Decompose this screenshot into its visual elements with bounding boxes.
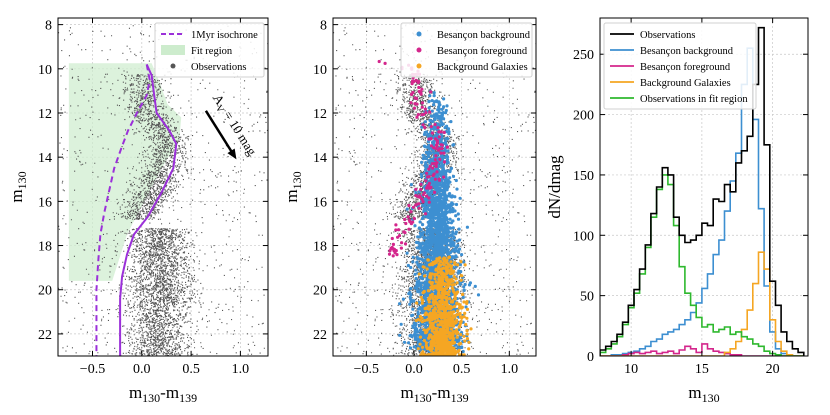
x-tick-label: 15 [695,362,709,377]
y-tick-label: 0 [587,350,594,365]
histogram-besan-on-foreground [600,343,804,356]
legend-swatch [161,45,185,55]
legend-swatch [170,63,176,69]
axis-labels: m130 dN/dmag [545,155,720,405]
histogram-observations [600,26,805,356]
isochrone-dashed-line [95,64,151,356]
legend: Observations Besançon background Besançon … [603,22,757,110]
y-tick-label: 250 [573,48,594,63]
y-tick-label: 10 [313,63,327,78]
legend-label: Background Galaxies [437,62,528,73]
y-tick-label: 20 [313,284,327,299]
foreground-dots [377,59,450,258]
x-tick-label: 0.5 [453,362,471,377]
x-tick-label: 0.5 [182,362,200,377]
y-tick-label: 22 [38,328,52,343]
legend-label: 1Myr isochrone [191,30,258,41]
histogram-steps [600,26,805,356]
y-tick-label: 14 [313,151,327,166]
y-tick-label: 12 [313,107,327,122]
y-tick-label: 200 [573,109,594,124]
y-tick-label: 18 [38,240,52,255]
y-tick-label: 12 [38,107,52,122]
background-dots [398,89,481,354]
y-tick-label: 14 [38,151,52,166]
y-tick-label: 18 [313,240,327,255]
axis-labels: m130-m139 m130 [7,171,197,405]
y-tick-label: 150 [573,169,594,184]
y-axis-label: dN/dmag [545,155,564,219]
legend-box [154,22,265,78]
y-tick-label: 22 [313,328,327,343]
fit-region-polygon [68,63,182,281]
y-tick-label: 16 [38,195,52,210]
y-tick-label: 8 [320,19,327,34]
x-axis-label: m130-m139 [400,383,468,405]
axes-frame [57,17,269,357]
histogram-background-galaxies [600,251,804,356]
y-tick-label: 50 [580,290,594,305]
isochrone-lines [95,63,178,356]
x-tick-label: 20 [766,362,780,377]
legend-box [400,22,533,78]
x-axis-label: m130-m139 [129,383,197,405]
ticks: −0.5 0.0 0.5 1.0 8 10 12 14 16 18 20 22 [38,18,268,377]
axes-frame [599,17,809,357]
panel-cmd-besancon: −0.5 0.0 0.5 1.0 8 10 12 14 16 18 20 22 Besançon ba… [282,17,537,405]
ticks: −0.5 0.0 0.5 1.0 8 10 12 14 16 18 20 22 [313,18,536,377]
legend-label: Observations in fit region [640,94,748,105]
arrow-shaft [204,110,234,154]
observation-points [58,25,268,356]
y-tick-label: 20 [38,284,52,299]
scatter-points [333,25,536,356]
legend: 1Myr isochrone Fit region Observations [154,22,265,78]
legend-swatch [416,63,422,69]
legend-label: Besançon foreground [437,46,528,57]
axis-labels: m130-m139 m130 [282,171,469,405]
legend-label: Fit region [191,46,233,57]
legend-box [603,22,757,110]
x-tick-label: 0.0 [405,362,423,377]
galaxy-dots [414,255,473,356]
legend-label: Besançon background [437,30,531,41]
legend-label: Observations [191,62,246,73]
legend-label: Background Galaxies [640,78,731,89]
x-tick-label: 1.0 [501,362,519,377]
panel-cmd-isochrone: AV = 10 mag −0.5 0.0 0.5 1.0810121416182022… [7,17,269,405]
y-axis-label: m130 [7,171,29,202]
observation-dots [58,25,268,356]
y-tick-label: 100 [573,229,594,244]
fit-region-area [68,63,182,281]
legend: Besançon background Besançon foreground Ba… [400,22,533,78]
legend-swatch [416,47,422,53]
y-tick-label: 8 [45,19,52,34]
x-tick-label: −0.5 [80,362,105,377]
legend-label: Observations [640,30,695,41]
legend-label: Besançon background [640,46,734,57]
arrow-head [227,148,237,160]
x-tick-label: 0.0 [133,362,151,377]
histogram-observations-in-fit-region [600,174,804,356]
isochrone-solid-line [119,63,178,356]
x-tick-label: −0.5 [354,362,379,377]
x-axis-label: m130 [688,383,719,405]
legend-label: Besançon foreground [640,62,731,73]
axes-frame [332,17,537,357]
x-tick-label: 10 [624,362,638,377]
y-tick-label: 16 [313,195,327,210]
y-axis-label: m130 [282,171,304,202]
x-tick-label: 1.0 [232,362,250,377]
y-tick-label: 10 [38,63,52,78]
legend-swatch [416,31,422,37]
